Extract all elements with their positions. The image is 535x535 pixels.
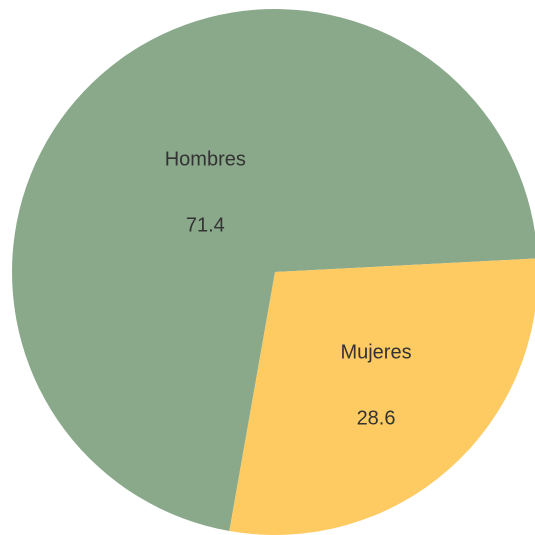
slice-label: Mujeres: [340, 342, 411, 364]
slice-label: Hombres: [165, 148, 246, 170]
pie-slice: [12, 9, 535, 532]
labels: Hombres 71.4 Mujeres 28.6: [165, 148, 412, 429]
pie-slice: [229, 258, 535, 535]
pie: [12, 9, 535, 535]
slice-value: 28.6: [357, 408, 396, 430]
slice-value: 71.4: [186, 214, 225, 236]
